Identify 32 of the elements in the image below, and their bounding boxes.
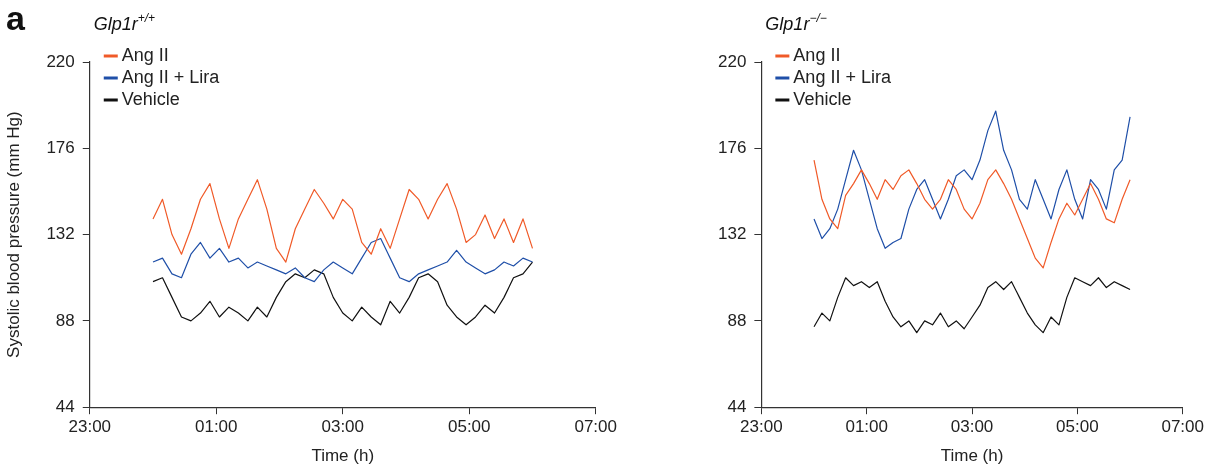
y-tick-label: 176: [46, 137, 75, 157]
chart-title: Glp1r−/−: [765, 11, 827, 34]
x-tick-label: 01:00: [845, 417, 888, 437]
y-axis-title: Systolic blood pressure (mm Hg): [3, 111, 23, 358]
y-tick-label: 220: [46, 51, 75, 71]
x-tick-label: 01:00: [194, 417, 238, 437]
x-axis-title: Time (h): [311, 446, 375, 466]
x-axis-title: Time (h): [940, 446, 1004, 466]
y-tick-label: 88: [55, 310, 75, 330]
x-tick-label: 05:00: [447, 417, 491, 437]
legend-label: Vehicle: [121, 88, 180, 109]
legend-label: Ang II + Lira: [793, 66, 892, 87]
legend-label: Ang II + Lira: [121, 66, 221, 87]
x-tick-label: 03:00: [321, 417, 365, 437]
y-tick-label: 132: [717, 224, 747, 244]
x-tick-label: 23:00: [740, 417, 783, 437]
x-tick-label: 23:00: [68, 417, 112, 437]
x-tick-label: 05:00: [1056, 417, 1099, 437]
y-tick-label: 176: [717, 137, 747, 157]
legend-label: Ang II: [793, 44, 841, 65]
legend-label: Vehicle: [793, 88, 852, 109]
y-tick-label: 132: [46, 224, 75, 244]
y-tick-label: 44: [55, 396, 75, 416]
y-tick-label: 44: [727, 396, 747, 416]
chart-title: Glp1r+/+: [93, 11, 156, 34]
x-tick-label: 03:00: [950, 417, 994, 437]
legend-label: Ang II: [121, 44, 169, 65]
x-tick-label: 07:00: [1161, 417, 1204, 437]
x-tick-label: 07:00: [574, 417, 617, 437]
text: a: [6, 0, 26, 38]
y-tick-label: 220: [717, 51, 747, 71]
y-tick-label: 88: [727, 310, 747, 330]
